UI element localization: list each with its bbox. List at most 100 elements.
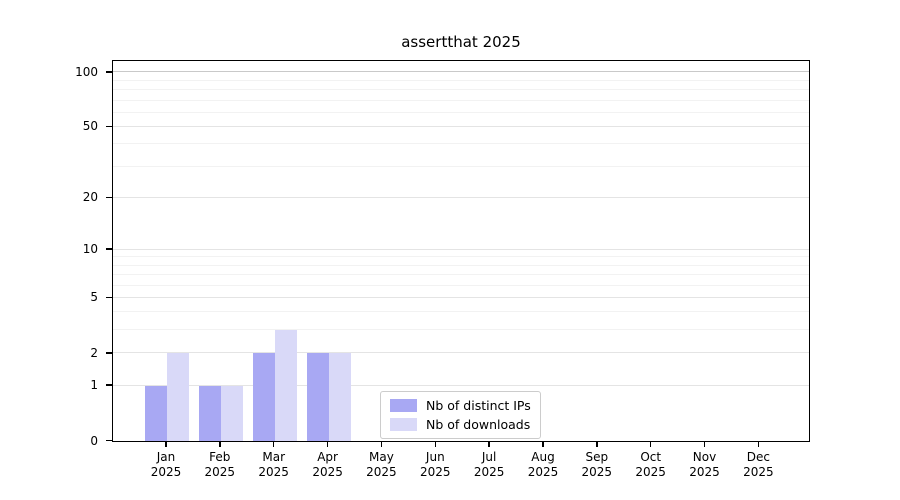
bar-downloads [328, 353, 351, 441]
bar-distinct-ips [198, 385, 221, 441]
gridline-minor [113, 79, 809, 81]
x-tick-mark [649, 442, 652, 447]
x-tick-year: 2025 [635, 465, 666, 479]
chart-title: assertthat 2025 [401, 33, 521, 51]
x-tick-mark [380, 442, 383, 447]
legend-swatch-distinct-ips [390, 399, 417, 412]
y-tick-label: 10 [82, 242, 98, 256]
plot-area [112, 60, 810, 442]
y-tick-label: 5 [90, 290, 98, 305]
x-tick-year: 2025 [312, 465, 343, 479]
x-tick-label: Dec 2025 [726, 450, 790, 480]
x-tick-label: Jan 2025 [134, 450, 198, 480]
y-tick-label: 100 [75, 64, 98, 79]
x-tick-label: Aug 2025 [511, 450, 575, 480]
gridline-minor [113, 311, 809, 313]
x-tick-mark [542, 442, 544, 447]
x-tick-year: 2025 [420, 465, 451, 479]
bar-distinct-ips [145, 385, 167, 441]
x-tick-month: Jan [156, 450, 176, 464]
x-tick-mark [757, 442, 760, 447]
y-tick-mark [106, 296, 112, 299]
x-tick-month: Sep [585, 450, 609, 464]
x-tick-year: 2025 [743, 465, 774, 479]
x-tick-year: 2025 [258, 465, 289, 479]
gridline-major [113, 196, 809, 198]
y-tick-label: 1 [90, 378, 98, 393]
gridline-minor [113, 284, 809, 286]
x-tick-mark [219, 442, 221, 447]
bar-distinct-ips [252, 353, 275, 441]
x-tick-month: Oct [640, 450, 662, 464]
x-tick-month: Jun [425, 450, 445, 464]
y-tick-label: 50 [82, 119, 98, 134]
x-tick-year: 2025 [581, 465, 613, 479]
gridline-minor [113, 143, 809, 145]
x-tick-month: Dec [746, 450, 770, 464]
legend-item-distinct-ips: Nb of distinct IPs [390, 398, 531, 413]
legend-item-downloads: Nb of downloads [390, 417, 531, 432]
gridline-minor [113, 264, 809, 266]
x-tick-month: Mar [262, 450, 285, 464]
gridline-minor [113, 99, 809, 101]
x-tick-month: Feb [209, 450, 231, 464]
x-tick-month: Jul [481, 450, 497, 464]
x-tick-mark [272, 442, 275, 447]
y-tick-mark [106, 384, 112, 386]
x-tick-label: Nov 2025 [673, 450, 737, 480]
bar-downloads [274, 330, 297, 441]
y-tick-mark [106, 71, 112, 73]
gridline-major [113, 125, 809, 127]
x-tick-year: 2025 [473, 465, 505, 479]
y-tick-label: 2 [90, 345, 98, 360]
x-tick-label: Jun 2025 [403, 450, 467, 480]
x-tick-label: Apr 2025 [296, 450, 360, 480]
y-tick-mark [106, 248, 112, 250]
bar-distinct-ips [306, 353, 329, 441]
legend: Nb of distinct IPs Nb of downloads [380, 391, 541, 439]
x-tick-label: Mar 2025 [242, 450, 306, 480]
legend-swatch-downloads [390, 418, 417, 431]
x-tick-mark [165, 442, 167, 447]
x-tick-label: Sep 2025 [565, 450, 629, 480]
gridline-minor [113, 165, 809, 167]
bar-downloads [220, 385, 243, 441]
x-tick-label: May 2025 [349, 450, 413, 480]
x-tick-mark [703, 442, 706, 447]
gridline-minor [113, 111, 809, 113]
x-tick-label: Jul 2025 [457, 450, 521, 480]
x-tick-year: 2025 [150, 465, 182, 479]
gridline-major [113, 384, 809, 386]
y-tick-mark [106, 125, 112, 128]
bar-downloads [167, 353, 189, 441]
gridline-minor [113, 273, 809, 275]
gridline-major [113, 296, 809, 298]
x-tick-year: 2025 [366, 465, 397, 479]
x-tick-mark [488, 442, 490, 447]
gridline-minor [113, 89, 809, 90]
y-tick-label: 20 [82, 190, 98, 205]
y-tick-mark [106, 352, 112, 354]
gridline-minor [113, 329, 809, 331]
x-tick-year: 2025 [527, 465, 559, 479]
legend-label-distinct-ips: Nb of distinct IPs [426, 398, 531, 413]
gridline-major [113, 352, 809, 354]
x-tick-month: Nov [692, 450, 717, 464]
gridline-major [113, 248, 809, 250]
x-tick-mark [596, 442, 598, 447]
y-tick-mark [106, 439, 112, 442]
gridline-major [113, 71, 809, 73]
x-tick-mark [434, 442, 436, 447]
x-tick-year: 2025 [204, 465, 236, 479]
x-tick-mark [326, 442, 329, 447]
y-tick-mark [106, 196, 112, 199]
x-tick-label: Feb 2025 [188, 450, 252, 480]
x-tick-month: Aug [531, 450, 555, 464]
gridline-minor [113, 256, 809, 258]
x-tick-month: May [368, 450, 394, 464]
legend-label-downloads: Nb of downloads [426, 417, 531, 432]
x-tick-label: Oct 2025 [619, 450, 683, 480]
x-tick-month: Apr [317, 450, 338, 464]
y-tick-label: 0 [90, 433, 98, 448]
